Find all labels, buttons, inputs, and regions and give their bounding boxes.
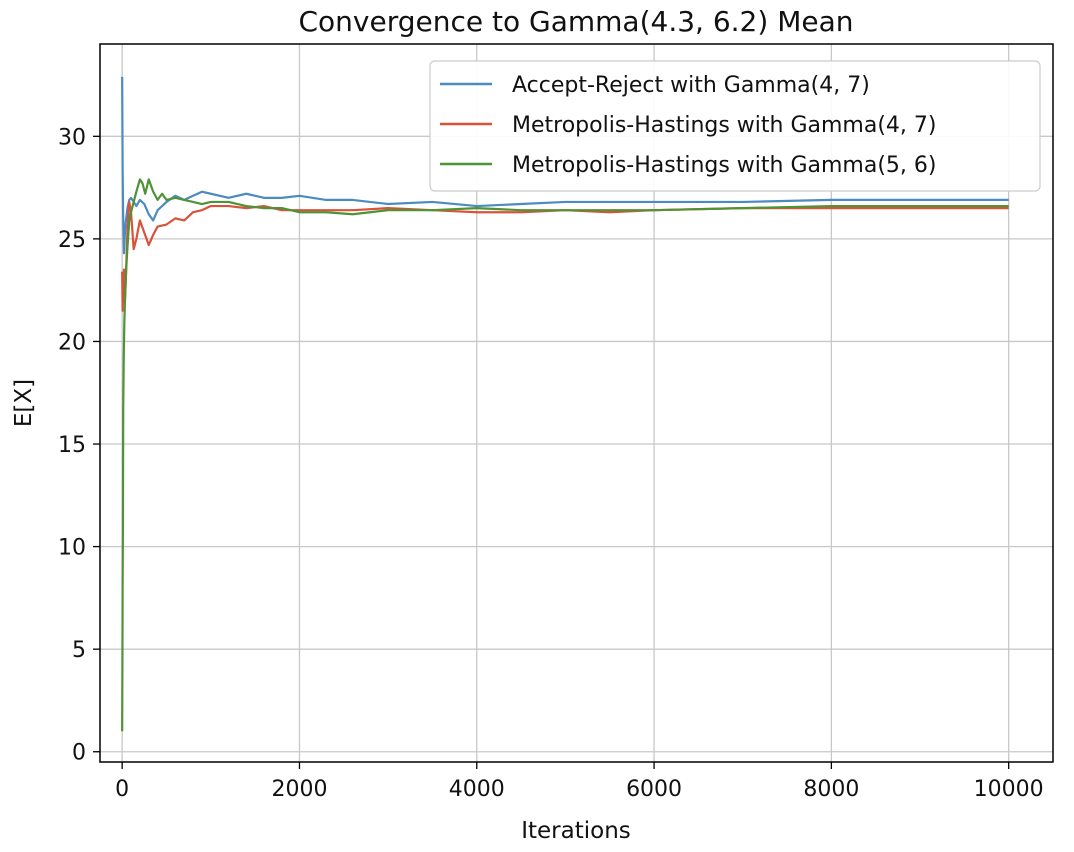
y-tick-label: 15	[58, 433, 86, 458]
x-axis-ticks: 0 2000 4000 6000 8000 10000	[115, 762, 1044, 802]
series-lines	[121, 76, 1009, 732]
y-tick-label: 25	[58, 228, 86, 253]
x-tick-label: 10000	[974, 777, 1044, 802]
chart-title: Convergence to Gamma(4.3, 6.2) Mean	[299, 5, 854, 38]
x-tick-label: 0	[115, 777, 129, 802]
y-axis-ticks: 0 5 10 15 20 25 30	[58, 125, 100, 766]
legend: Accept-Reject with Gamma(4, 7) Metropolis…	[429, 60, 1041, 192]
x-axis-title: Iterations	[521, 818, 631, 844]
y-axis-title: E[X]	[11, 379, 37, 427]
legend-box	[429, 60, 1041, 192]
x-tick-label: 6000	[626, 777, 682, 802]
y-tick-label: 0	[72, 741, 86, 766]
plot-frame	[99, 43, 1054, 763]
x-tick-label: 4000	[449, 777, 505, 802]
legend-label-2: Metropolis-Hastings with Gamma(4, 7)	[512, 113, 937, 138]
x-tick-label: 2000	[271, 777, 327, 802]
y-tick-label: 30	[58, 125, 86, 150]
legend-label-1: Accept-Reject with Gamma(4, 7)	[512, 73, 870, 98]
series-line-3	[121, 178, 1009, 732]
x-tick-label: 8000	[803, 777, 859, 802]
legend-label-3: Metropolis-Hastings with Gamma(5, 6)	[512, 153, 937, 178]
y-tick-label: 10	[58, 536, 86, 561]
y-tick-label: 20	[58, 330, 86, 355]
y-tick-label: 5	[72, 638, 86, 663]
